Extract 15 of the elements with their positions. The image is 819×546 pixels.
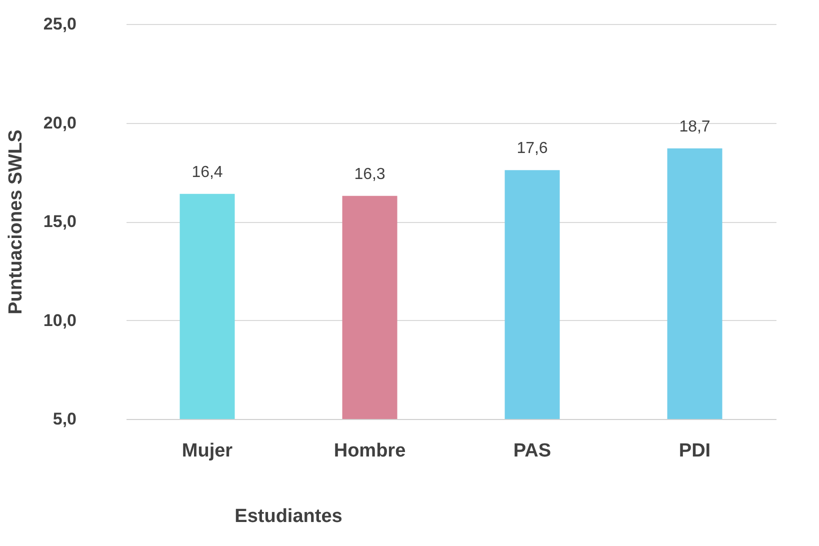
x-tick-label: Hombre [334,440,406,462]
x-tick-label: Mujer [182,440,234,462]
y-tick-label: 5,0 [52,410,76,428]
data-label: 16,3 [354,166,386,183]
y-tick-label: 20,0 [43,113,76,132]
text: Estudiantes [234,506,342,527]
x-tick-label: PDI [678,440,711,462]
y-tick-label: 10,0 [43,310,76,330]
x-tick-label: PAS [513,440,552,462]
data-label: 18,7 [679,118,710,136]
data-label: 17,6 [516,140,548,158]
data-label: 16,4 [192,164,223,181]
y-tick-label: 15,0 [43,212,76,231]
y-tick-label: 25,0 [43,14,76,34]
y-axis-title: Puntuaciones SWLS [5,130,26,314]
